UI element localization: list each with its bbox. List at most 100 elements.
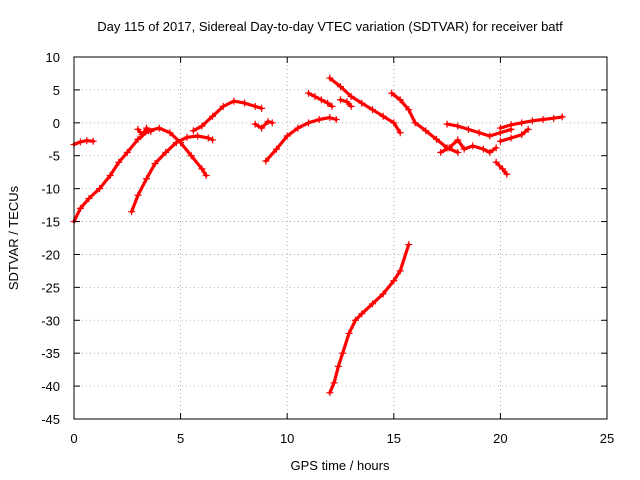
data-point <box>337 83 344 91</box>
y-tick-label: -15 <box>41 215 60 230</box>
series-arc-5 <box>189 97 266 135</box>
data-point <box>155 124 163 132</box>
data-point <box>337 96 344 104</box>
series-arc-15 <box>496 113 566 132</box>
x-axis-label: GPS time / hours <box>291 458 390 473</box>
data-point <box>194 132 202 140</box>
data-point <box>507 134 515 142</box>
data-point <box>496 124 504 132</box>
series-line-arc-6 <box>253 119 274 130</box>
data-point <box>390 119 398 127</box>
data-point <box>396 267 404 275</box>
data-point <box>460 145 468 153</box>
series-line-arc-4 <box>136 126 153 137</box>
series-line-arc-7 <box>264 115 338 163</box>
data-point <box>187 152 195 160</box>
series-layer <box>70 74 566 397</box>
data-point <box>475 129 483 137</box>
data-point <box>464 125 472 133</box>
data-point <box>96 185 104 193</box>
data-point <box>496 137 504 145</box>
series-line-arc-3 <box>130 134 215 214</box>
y-tick-label: -30 <box>41 313 60 328</box>
data-point <box>219 102 227 110</box>
data-point <box>294 124 302 132</box>
y-tick-label: -10 <box>41 182 60 197</box>
data-point <box>492 144 500 152</box>
series-line-arc-17 <box>328 243 411 395</box>
y-tick-label: -20 <box>41 247 60 262</box>
data-point <box>334 362 342 370</box>
label-layer: 10 5 0 -5 -10 -15 -20 -25 -30 -35 -40 -45 0 5 10 15 20 25 <box>41 50 614 446</box>
data-point <box>283 132 291 140</box>
data-point <box>411 119 419 127</box>
data-point <box>486 132 494 140</box>
series-arc-8 <box>305 89 336 110</box>
series-arc-4 <box>134 124 155 139</box>
y-axis-label: SDTVAR / TECUs <box>6 185 21 290</box>
data-point <box>106 171 114 179</box>
data-point <box>76 138 84 146</box>
series-arc-2 <box>70 124 210 226</box>
data-point <box>134 191 142 199</box>
data-point <box>351 316 359 324</box>
data-point <box>368 300 376 308</box>
data-point <box>85 195 93 203</box>
series-arc-17 <box>326 241 413 397</box>
data-point <box>518 131 526 139</box>
y-tick-label: -45 <box>41 412 60 427</box>
series-arc-16 <box>496 125 532 145</box>
data-point <box>390 277 398 285</box>
data-point <box>189 127 197 135</box>
data-point <box>198 122 206 130</box>
data-point <box>311 92 319 100</box>
x-tick-label: 15 <box>387 431 401 446</box>
data-point <box>138 131 146 139</box>
series-line-arc-9 <box>328 76 402 135</box>
data-point <box>486 148 494 156</box>
data-point <box>89 137 97 145</box>
y-tick-label: -40 <box>41 379 60 394</box>
data-point <box>332 116 340 124</box>
data-point <box>437 148 445 156</box>
data-point <box>499 165 507 173</box>
data-point <box>343 98 351 106</box>
data-point <box>507 121 515 129</box>
data-point <box>273 145 281 153</box>
data-point <box>142 124 150 132</box>
data-point <box>330 379 338 387</box>
series-line-arc-10 <box>338 98 353 109</box>
series-arc-13 <box>443 120 515 140</box>
data-point <box>326 114 334 122</box>
data-point <box>241 99 249 107</box>
data-point <box>317 96 325 104</box>
data-point <box>305 89 313 97</box>
data-point <box>550 114 558 122</box>
data-point <box>251 120 259 128</box>
data-point <box>147 127 155 135</box>
data-point <box>492 158 500 166</box>
x-tick-label: 0 <box>70 431 77 446</box>
data-point <box>305 119 313 127</box>
data-point <box>166 129 174 137</box>
series-line-arc-16 <box>498 127 530 143</box>
data-point <box>454 122 462 130</box>
data-point <box>268 119 276 127</box>
series-arc-3 <box>128 132 217 216</box>
y-tick-label: 5 <box>53 83 60 98</box>
data-point <box>396 96 404 104</box>
series-line-arc-14 <box>494 160 509 176</box>
data-point <box>230 97 238 105</box>
data-point <box>518 119 526 127</box>
x-tick-label: 5 <box>177 431 184 446</box>
data-point <box>128 208 136 216</box>
data-point <box>142 175 150 183</box>
x-tick-label: 20 <box>493 431 507 446</box>
data-point <box>258 104 266 112</box>
data-point <box>172 139 180 147</box>
series-arc-7 <box>262 114 340 165</box>
data-point <box>388 89 396 97</box>
data-point <box>379 290 387 298</box>
